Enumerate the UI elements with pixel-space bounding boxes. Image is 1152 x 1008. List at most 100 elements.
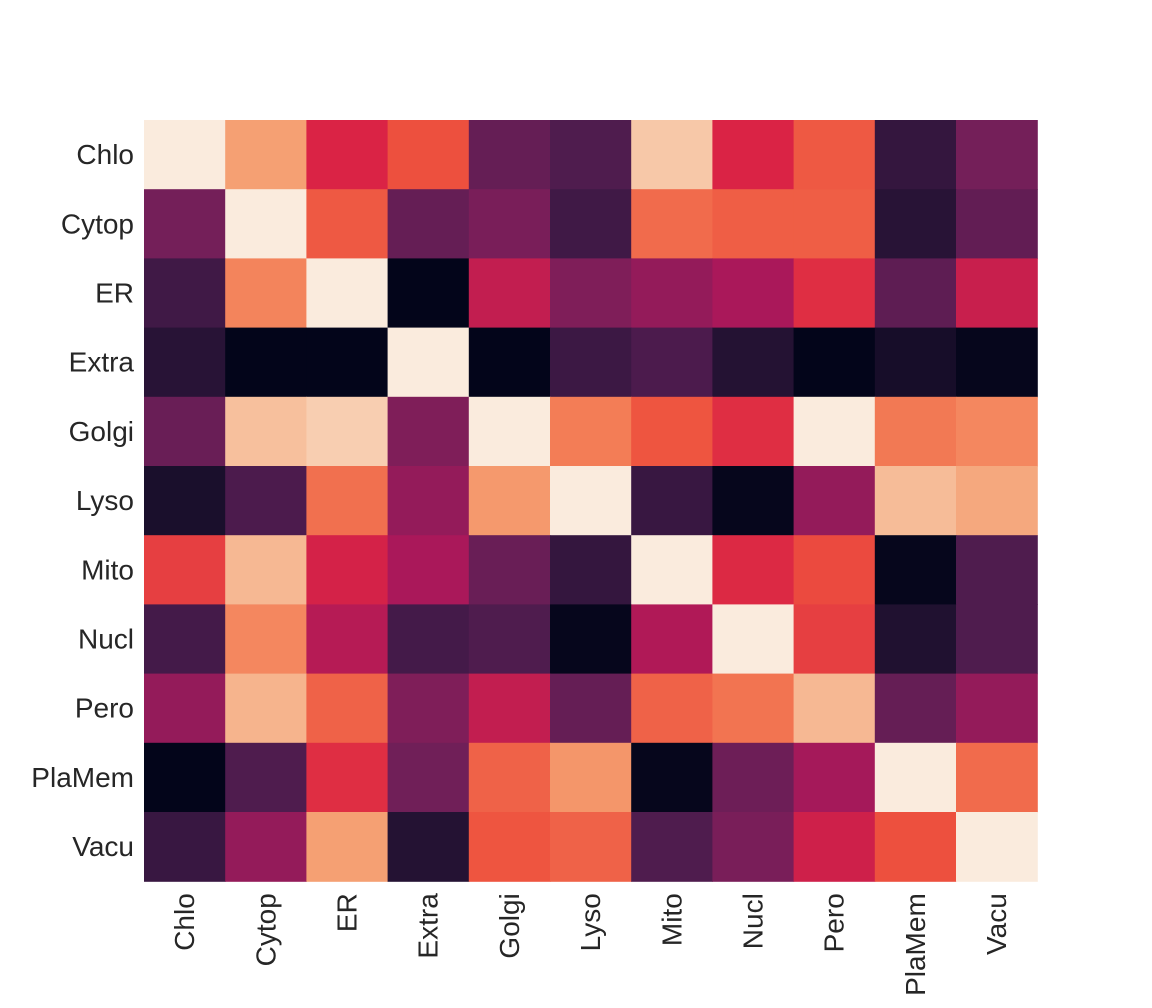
heatmap-cell-extra-cytop bbox=[225, 327, 307, 398]
heatmap-cell-lyso-chlo bbox=[144, 466, 226, 536]
heatmap-cell-plamem-lyso bbox=[550, 742, 632, 813]
heatmap-cell-extra-er bbox=[306, 327, 389, 398]
heatmap-cell-nucl-nucl bbox=[712, 604, 795, 675]
heatmap-cell-vacu-lyso bbox=[550, 812, 632, 882]
heatmap-cell-pero-pero bbox=[793, 673, 876, 744]
heatmap-cell-lyso-pero bbox=[793, 466, 876, 536]
heatmap-cell-cytop-mito bbox=[631, 189, 713, 259]
heatmap-cell-golgi-pero bbox=[793, 396, 876, 467]
heatmap-cell-chlo-vacu bbox=[956, 120, 1038, 190]
heatmap-cell-er-nucl bbox=[712, 258, 795, 329]
heatmap-cell-er-pero bbox=[793, 258, 876, 329]
heatmap-cell-plamem-extra bbox=[387, 742, 470, 813]
heatmap-cell-golgi-cytop bbox=[225, 396, 307, 467]
heatmap-cell-pero-cytop bbox=[225, 673, 307, 744]
heatmap-cell-lyso-plamem bbox=[874, 466, 957, 536]
heatmap-cell-lyso-cytop bbox=[225, 466, 307, 536]
heatmap-cell-golgi-golgi bbox=[468, 396, 551, 467]
heatmap-cell-plamem-pero bbox=[793, 742, 876, 813]
heatmap-cell-mito-mito bbox=[631, 535, 713, 605]
heatmap-cell-er-mito bbox=[631, 258, 713, 329]
heatmap-cell-vacu-extra bbox=[387, 812, 470, 882]
heatmap-cell-cytop-lyso bbox=[550, 189, 632, 259]
y-tick-label: Extra bbox=[69, 347, 135, 378]
y-tick-label: PlaMem bbox=[31, 762, 134, 793]
heatmap-cell-golgi-plamem bbox=[874, 396, 957, 467]
heatmap-cell-plamem-plamem bbox=[874, 742, 957, 813]
heatmap-cell-extra-mito bbox=[631, 327, 713, 398]
heatmap-cell-extra-golgi bbox=[468, 327, 551, 398]
heatmap-cell-pero-extra bbox=[387, 673, 470, 744]
heatmap-cell-chlo-chlo bbox=[144, 120, 226, 190]
heatmap-cell-chlo-mito bbox=[631, 120, 713, 190]
x-tick-label: Golgi bbox=[494, 893, 525, 958]
heatmap-cell-lyso-lyso bbox=[550, 466, 632, 536]
heatmap-cell-golgi-nucl bbox=[712, 396, 795, 467]
heatmap-cell-cytop-golgi bbox=[468, 189, 551, 259]
heatmap-cell-pero-lyso bbox=[550, 673, 632, 744]
heatmap-cell-er-chlo bbox=[144, 258, 226, 329]
y-tick-label: Nucl bbox=[78, 624, 134, 655]
heatmap-cell-cytop-er bbox=[306, 189, 389, 259]
x-tick-labels: Chlo Cytop ER Extra Golgi Lyso Mito Nucl Pero Pla… bbox=[169, 893, 1012, 996]
heatmap-cell-pero-vacu bbox=[956, 673, 1038, 744]
heatmap-cell-er-plamem bbox=[874, 258, 957, 329]
heatmap-cell-lyso-vacu bbox=[956, 466, 1038, 536]
y-tick-label: Chlo bbox=[76, 139, 134, 170]
y-tick-label: Cytop bbox=[61, 208, 134, 239]
heatmap-cell-cytop-cytop bbox=[225, 189, 307, 259]
heatmap-cell-extra-pero bbox=[793, 327, 876, 398]
heatmap-cell-vacu-nucl bbox=[712, 812, 795, 882]
heatmap-cell-cytop-extra bbox=[387, 189, 470, 259]
heatmap-cell-er-lyso bbox=[550, 258, 632, 329]
heatmap-cell-golgi-chlo bbox=[144, 396, 226, 467]
y-tick-label: Lyso bbox=[76, 485, 134, 516]
heatmap-cell-er-golgi bbox=[468, 258, 551, 329]
heatmap-cell-nucl-lyso bbox=[550, 604, 632, 675]
heatmap-cell-mito-lyso bbox=[550, 535, 632, 605]
heatmap-cell-plamem-vacu bbox=[956, 742, 1038, 813]
heatmap-cell-cytop-chlo bbox=[144, 189, 226, 259]
heatmap-cell-nucl-pero bbox=[793, 604, 876, 675]
y-tick-label: ER bbox=[95, 278, 134, 309]
heatmap-cell-mito-chlo bbox=[144, 535, 226, 605]
heatmap-cell-chlo-extra bbox=[387, 120, 470, 190]
heatmap-cell-pero-mito bbox=[631, 673, 713, 744]
heatmap-cell-chlo-lyso bbox=[550, 120, 632, 190]
heatmap-cell-nucl-golgi bbox=[468, 604, 551, 675]
heatmap-cell-vacu-er bbox=[306, 812, 389, 882]
y-tick-label: Vacu bbox=[72, 831, 134, 862]
heatmap-cell-chlo-golgi bbox=[468, 120, 551, 190]
heatmap-cell-vacu-pero bbox=[793, 812, 876, 882]
heatmap-cell-nucl-vacu bbox=[956, 604, 1038, 675]
heatmap-cell-nucl-er bbox=[306, 604, 389, 675]
heatmap-cell-extra-vacu bbox=[956, 327, 1038, 398]
heatmap-cell-vacu-mito bbox=[631, 812, 713, 882]
heatmap-cell-nucl-extra bbox=[387, 604, 470, 675]
x-tick-label: Mito bbox=[656, 893, 687, 946]
heatmap-cell-chlo-er bbox=[306, 120, 389, 190]
x-tick-label: Cytop bbox=[250, 893, 281, 966]
heatmap-cell-plamem-chlo bbox=[144, 742, 226, 813]
y-tick-label: Pero bbox=[75, 693, 134, 724]
heatmap-cell-mito-plamem bbox=[874, 535, 957, 605]
heatmap-cell-pero-nucl bbox=[712, 673, 795, 744]
heatmap-cell-nucl-plamem bbox=[874, 604, 957, 675]
heatmap-cell-plamem-cytop bbox=[225, 742, 307, 813]
x-tick-label: Chlo bbox=[169, 893, 200, 951]
heatmap-cell-er-er bbox=[306, 258, 389, 329]
heatmap-cell-golgi-extra bbox=[387, 396, 470, 467]
heatmap-cell-golgi-vacu bbox=[956, 396, 1038, 467]
heatmap-cell-chlo-nucl bbox=[712, 120, 795, 190]
heatmap-cell-chlo-plamem bbox=[874, 120, 957, 190]
heatmap-cell-mito-extra bbox=[387, 535, 470, 605]
heatmap-cell-mito-golgi bbox=[468, 535, 551, 605]
x-tick-label: Lyso bbox=[575, 893, 606, 951]
heatmap-cell-pero-er bbox=[306, 673, 389, 744]
heatmap-cell-extra-plamem bbox=[874, 327, 957, 398]
heatmap-cell-lyso-golgi bbox=[468, 466, 551, 536]
heatmap-cell-chlo-cytop bbox=[225, 120, 307, 190]
heatmap-cell-cytop-pero bbox=[793, 189, 876, 259]
y-tick-label: Golgi bbox=[69, 416, 134, 447]
heatmap-cell-extra-chlo bbox=[144, 327, 226, 398]
